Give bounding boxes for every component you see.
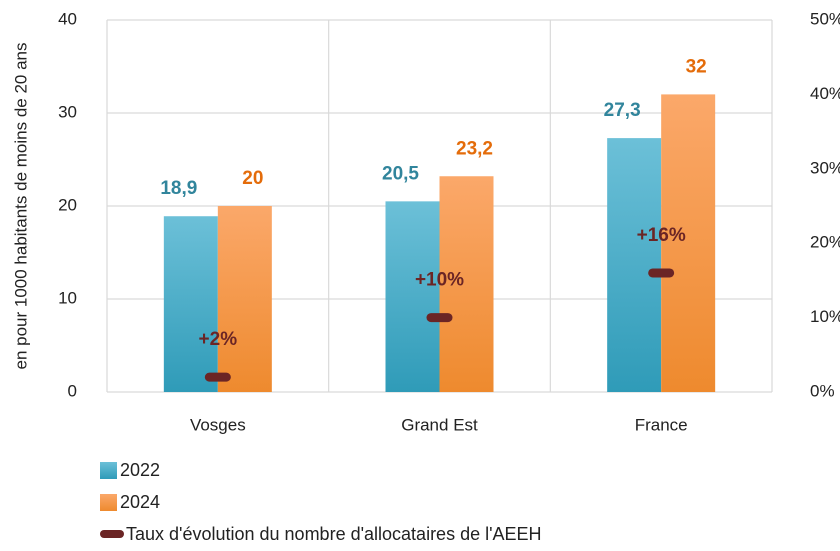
- legend-label: Taux d'évolution du nombre d'allocataire…: [126, 524, 542, 544]
- y-tick-label: 10: [58, 288, 77, 307]
- y2-tick-label: 0%: [810, 381, 835, 400]
- value-label: +2%: [199, 329, 238, 350]
- bar: [163, 216, 218, 392]
- y-tick-label: 0: [68, 381, 77, 400]
- value-label: 20: [242, 168, 263, 189]
- legend-label: 2022: [120, 460, 160, 480]
- value-label: 32: [686, 56, 707, 77]
- bar: [607, 138, 662, 392]
- bar: [385, 201, 440, 392]
- y-tick-label: 30: [58, 102, 77, 121]
- dash-marker: [204, 372, 231, 382]
- y2-tick-label: 20%: [810, 233, 840, 252]
- x-tick-label: Grand Est: [401, 415, 478, 434]
- y2-tick-label: 40%: [810, 84, 840, 103]
- dash-marker: [648, 268, 675, 278]
- bar: [217, 206, 272, 392]
- y2-tick-label: 30%: [810, 158, 840, 177]
- y-tick-label: 20: [58, 195, 77, 214]
- y-tick-label: 40: [58, 9, 77, 28]
- x-tick-label: Vosges: [190, 415, 246, 434]
- legend-swatch: [100, 462, 117, 479]
- value-label: 20,5: [382, 163, 419, 184]
- y-axis-title: en pour 1000 habitants de moins de 20 an…: [11, 42, 30, 369]
- y2-tick-label: 50%: [810, 9, 840, 28]
- bar: [661, 94, 716, 393]
- legend-label: 2024: [120, 492, 160, 512]
- value-label: 27,3: [604, 100, 641, 121]
- value-label: +16%: [637, 225, 686, 246]
- value-label: +10%: [415, 270, 464, 291]
- legend-marker: [100, 530, 124, 538]
- dash-marker: [426, 313, 453, 323]
- legend-swatch: [100, 494, 117, 511]
- y2-tick-label: 10%: [810, 307, 840, 326]
- value-label: 23,2: [456, 138, 493, 159]
- bar: [439, 176, 494, 392]
- value-label: 18,9: [160, 178, 197, 199]
- x-tick-label: France: [635, 415, 688, 434]
